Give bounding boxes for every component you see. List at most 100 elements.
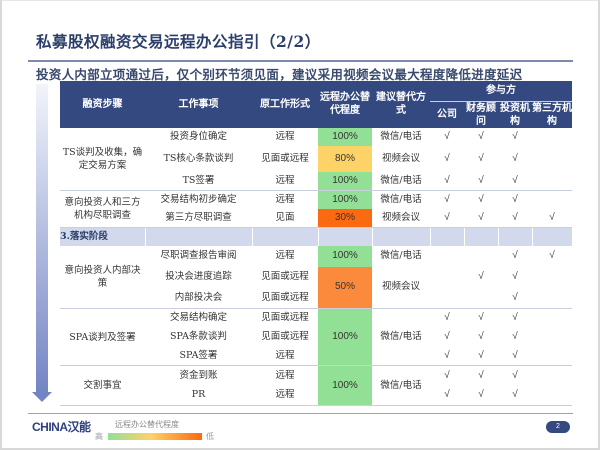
task-cell: 投资身位确定	[169, 130, 227, 142]
degree-cell: 100%	[318, 190, 372, 209]
check-investor: √	[498, 171, 532, 191]
check-third	[532, 146, 572, 172]
form-cell: 见面或远程	[252, 287, 318, 309]
legend-title: 远程办公替代程度	[115, 420, 179, 429]
company-logo: CHINA汉能	[32, 420, 91, 434]
task-cell: TS核心条款谈判	[163, 152, 234, 164]
method-cell: 视频会议	[381, 152, 420, 164]
task-cell: TS签署	[145, 171, 252, 191]
step-cell: 交割事宜	[60, 365, 145, 406]
form-cell: 远程	[275, 369, 295, 381]
check-third	[532, 346, 572, 366]
check-third	[532, 190, 572, 209]
step-cell: SPA谈判及签署	[60, 308, 145, 366]
degree-cell: 100%	[318, 127, 372, 146]
check-third: √	[549, 250, 555, 261]
degree-cell: 100%	[318, 245, 372, 267]
check-advisor: √	[478, 369, 484, 381]
check-investor: √	[512, 152, 518, 164]
footer-divider	[28, 413, 573, 414]
form-cell: 远程	[252, 346, 318, 366]
check-advisor: √	[478, 193, 484, 205]
check-company: √	[444, 152, 450, 164]
check-advisor: √	[464, 346, 498, 366]
task-cell: 交易结构确定	[169, 312, 227, 324]
check-third	[532, 309, 572, 328]
check-investor: √	[512, 250, 518, 261]
header-fin-advisor: 财务顾问	[464, 100, 498, 128]
degree-cell: 100%	[318, 365, 372, 406]
check-third	[532, 287, 572, 309]
check-investor: √	[512, 130, 518, 142]
check-investor: √	[498, 346, 532, 366]
remote-work-guide-table: 融资步骤 工作事项 原工作形式 远程办公替代程度 建议替代方式 参与方 公司 财…	[60, 81, 572, 406]
header-investor: 投资机构	[498, 100, 532, 128]
check-advisor: √	[478, 152, 484, 164]
check-advisor: √	[478, 312, 484, 324]
task-cell: PR	[145, 385, 252, 406]
legend-low-label: 低	[206, 432, 214, 441]
check-investor: √	[498, 208, 532, 228]
method-cell: 视频会议	[372, 208, 430, 228]
check-company: √	[444, 331, 450, 342]
task-cell: 资金到账	[179, 369, 218, 381]
check-advisor: √	[464, 385, 498, 406]
slide-title: 私募股权融资交易远程办公指引（2/2）	[36, 32, 321, 51]
check-company: √	[444, 369, 450, 381]
legend-gradient-bar	[108, 433, 202, 440]
page-number: 2	[546, 421, 570, 433]
check-company	[430, 246, 464, 267]
form-cell: 远程	[252, 171, 318, 191]
header-original-form: 原工作形式	[252, 81, 318, 128]
degree-cell: 30%	[318, 208, 372, 228]
check-company: √	[430, 171, 464, 191]
check-investor: √	[498, 385, 532, 406]
task-cell: SPA条款谈判	[170, 331, 227, 342]
form-cell: 见面或远程	[261, 152, 309, 164]
form-cell: 远程	[252, 385, 318, 406]
check-third	[532, 128, 572, 146]
header-task: 工作事项	[145, 81, 252, 128]
degree-cell: 100%	[318, 171, 372, 191]
check-company: √	[444, 312, 450, 324]
check-company: √	[430, 346, 464, 366]
task-cell: 尽职调查报告审阅	[160, 250, 237, 261]
title-divider	[28, 60, 573, 62]
header-suggested-method: 建议替代方式	[372, 81, 430, 128]
header-third-party: 第三方机构	[532, 100, 572, 128]
step-cell: TS谈判及收集，确定交易方案	[60, 127, 145, 191]
header-step: 融资步骤	[60, 81, 145, 128]
check-third	[532, 171, 572, 191]
check-investor: √	[512, 331, 518, 342]
form-cell: 远程	[275, 130, 295, 142]
task-cell: 投决会进度追踪	[165, 271, 232, 282]
check-company: √	[444, 193, 450, 205]
arrow-down-icon	[32, 392, 52, 402]
check-advisor: √	[478, 130, 484, 142]
step-cell: 意向投资人和三方机构尽职调查	[60, 190, 145, 228]
check-company	[430, 267, 464, 288]
form-cell: 见面或远程	[261, 271, 309, 282]
method-cell: 微信/电话	[380, 193, 422, 205]
method-cell: 微信/电话	[380, 130, 422, 142]
method-cell: 微信/电话	[372, 365, 430, 406]
form-cell: 见面	[252, 208, 318, 228]
task-cell: SPA签署	[145, 346, 252, 366]
check-advisor	[464, 246, 498, 267]
check-company: √	[430, 385, 464, 406]
degree-cell: 80%	[318, 145, 372, 172]
check-investor: √	[512, 193, 518, 205]
task-cell: 交易结构初步确定	[160, 193, 237, 205]
check-third: √	[532, 208, 572, 228]
degree-cell: 50%	[318, 266, 372, 309]
phase-label: 3.落实阶段	[60, 227, 145, 246]
method-cell: 微信/电话	[380, 250, 422, 261]
form-cell: 远程	[275, 250, 295, 261]
check-company: √	[430, 208, 464, 228]
phase-row: 3.落实阶段	[60, 227, 572, 246]
progress-arrow-shaft	[36, 84, 48, 394]
check-third	[532, 328, 572, 347]
check-advisor: √	[464, 171, 498, 191]
check-advisor: √	[464, 208, 498, 228]
